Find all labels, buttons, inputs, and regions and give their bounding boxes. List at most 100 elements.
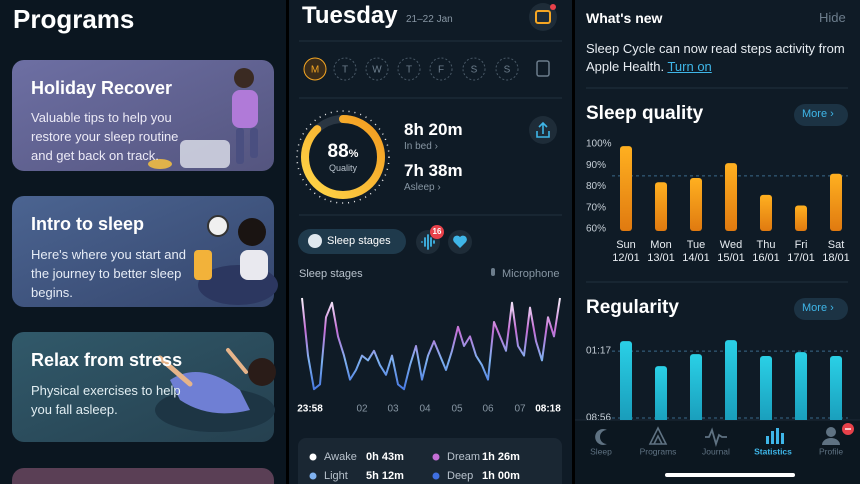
legend-value: 1h 00m — [482, 470, 520, 482]
x-tick-label: Thu — [757, 239, 776, 251]
more-text[interactable]: More › — [802, 108, 834, 120]
notification-dot — [550, 4, 556, 10]
weekday-label: M — [311, 65, 319, 76]
weekday-label: S — [471, 65, 478, 76]
turn-on-link[interactable]: Turn on — [667, 59, 712, 74]
stages-button-text: Sleep stages — [327, 235, 391, 247]
nav-label[interactable]: Sleep — [590, 446, 612, 456]
weekday-label: T — [406, 65, 412, 76]
bar — [725, 340, 737, 420]
asleep-value: 7h 38m — [404, 161, 463, 180]
divider — [286, 0, 289, 484]
bar — [760, 356, 772, 420]
weekday-label: S — [504, 65, 511, 76]
nav-icon[interactable] — [822, 423, 854, 445]
nav-label[interactable]: Journal — [702, 446, 730, 456]
nav-icon[interactable] — [648, 426, 668, 445]
more-button[interactable] — [794, 104, 848, 126]
in-bed-value: 8h 20m — [404, 120, 463, 139]
nav-icon[interactable] — [766, 428, 784, 444]
share-icon — [536, 121, 550, 138]
y-tick-label: 100% — [586, 139, 612, 150]
hide-link[interactable]: Hide — [819, 10, 846, 25]
message: Sleep Cycle can now read steps activity … — [586, 40, 851, 76]
program-card[interactable] — [12, 468, 274, 484]
x-tick-sublabel: 12/01 — [612, 252, 640, 264]
mic-icon — [491, 268, 495, 276]
weekday-circle — [333, 57, 357, 81]
stages-button[interactable] — [298, 229, 406, 254]
bar — [760, 194, 772, 231]
section-title: Sleep quality — [586, 103, 704, 124]
label-text: Asleep — [404, 182, 435, 193]
bar — [655, 366, 667, 420]
bar — [725, 163, 737, 231]
more-label: More — [802, 302, 828, 314]
notes-icon[interactable] — [536, 60, 550, 77]
legend-name: Dream — [447, 451, 480, 463]
bar — [620, 146, 632, 231]
bar — [830, 173, 842, 231]
y-tick-label: 90% — [586, 160, 606, 171]
legend-dot — [309, 472, 317, 480]
bar — [830, 356, 842, 420]
card-title: Holiday Recover — [31, 78, 173, 98]
x-tick-label: 03 — [387, 404, 399, 415]
calendar-button[interactable] — [529, 3, 557, 31]
nav-label[interactable]: Profile — [819, 446, 843, 456]
card-title: Intro to sleep — [31, 214, 145, 234]
x-tick-label: 06 — [482, 404, 494, 415]
quality-value: 88% — [306, 141, 380, 163]
quality-label: Quality — [328, 163, 357, 173]
section-title: Regularity — [586, 297, 679, 318]
x-tick-label: Fri — [795, 239, 808, 251]
in-bed-label[interactable]: In bed › — [404, 141, 438, 152]
x-tick-label: 07 — [514, 404, 526, 415]
card-text: Here's where you start and the journey t… — [31, 247, 186, 300]
illustration — [148, 68, 258, 169]
x-tick-sublabel: 16/01 — [752, 252, 780, 264]
x-tick-sublabel: 13/01 — [647, 252, 675, 264]
more-button[interactable] — [794, 298, 848, 320]
asleep-label[interactable]: Asleep › — [404, 182, 441, 193]
weekday-circle — [365, 57, 389, 81]
whats-new-title: What's new — [586, 10, 663, 26]
nav-label[interactable]: Programs — [640, 446, 677, 456]
bar — [795, 205, 807, 231]
hypnogram-line — [301, 297, 561, 391]
date-range: 21–22 Jan — [406, 14, 453, 25]
sound-icon — [421, 234, 435, 250]
nav-icon[interactable] — [705, 427, 727, 448]
card-text: Physical exercises to help you fall asle… — [31, 383, 181, 417]
legend-name: Light — [324, 470, 348, 482]
ring-dots — [296, 110, 390, 204]
day-title: Tuesday — [302, 2, 398, 29]
x-tick-sublabel: 18/01 — [822, 252, 850, 264]
weekday-label: W — [372, 65, 382, 76]
weekday-label: F — [438, 65, 444, 76]
illustration — [194, 215, 278, 305]
badge: 16 — [432, 227, 442, 236]
x-tick-label: 05 — [451, 404, 463, 415]
x-tick-label: 04 — [419, 404, 431, 415]
more-text[interactable]: More › — [802, 302, 834, 314]
weekday-circle — [397, 57, 421, 81]
bar — [690, 354, 702, 420]
divider — [572, 0, 575, 484]
x-tick-label: 02 — [356, 404, 368, 415]
nav-label[interactable]: Statistics — [754, 446, 792, 456]
message-text: Sleep Cycle can now read steps activity … — [586, 41, 845, 74]
x-tick-label: 23:58 — [297, 404, 323, 415]
weekday-circle — [303, 57, 327, 81]
x-tick-label: Wed — [720, 239, 742, 251]
bar — [655, 182, 667, 231]
x-tick-label: 08:18 — [535, 404, 561, 415]
nav-icon[interactable] — [595, 429, 607, 445]
legend-dot — [432, 453, 440, 461]
page-title: Programs — [13, 4, 135, 34]
legend-value: 0h 43m — [366, 451, 404, 463]
label-text: In bed — [404, 141, 432, 152]
legend-value: 5h 12m — [366, 470, 404, 482]
